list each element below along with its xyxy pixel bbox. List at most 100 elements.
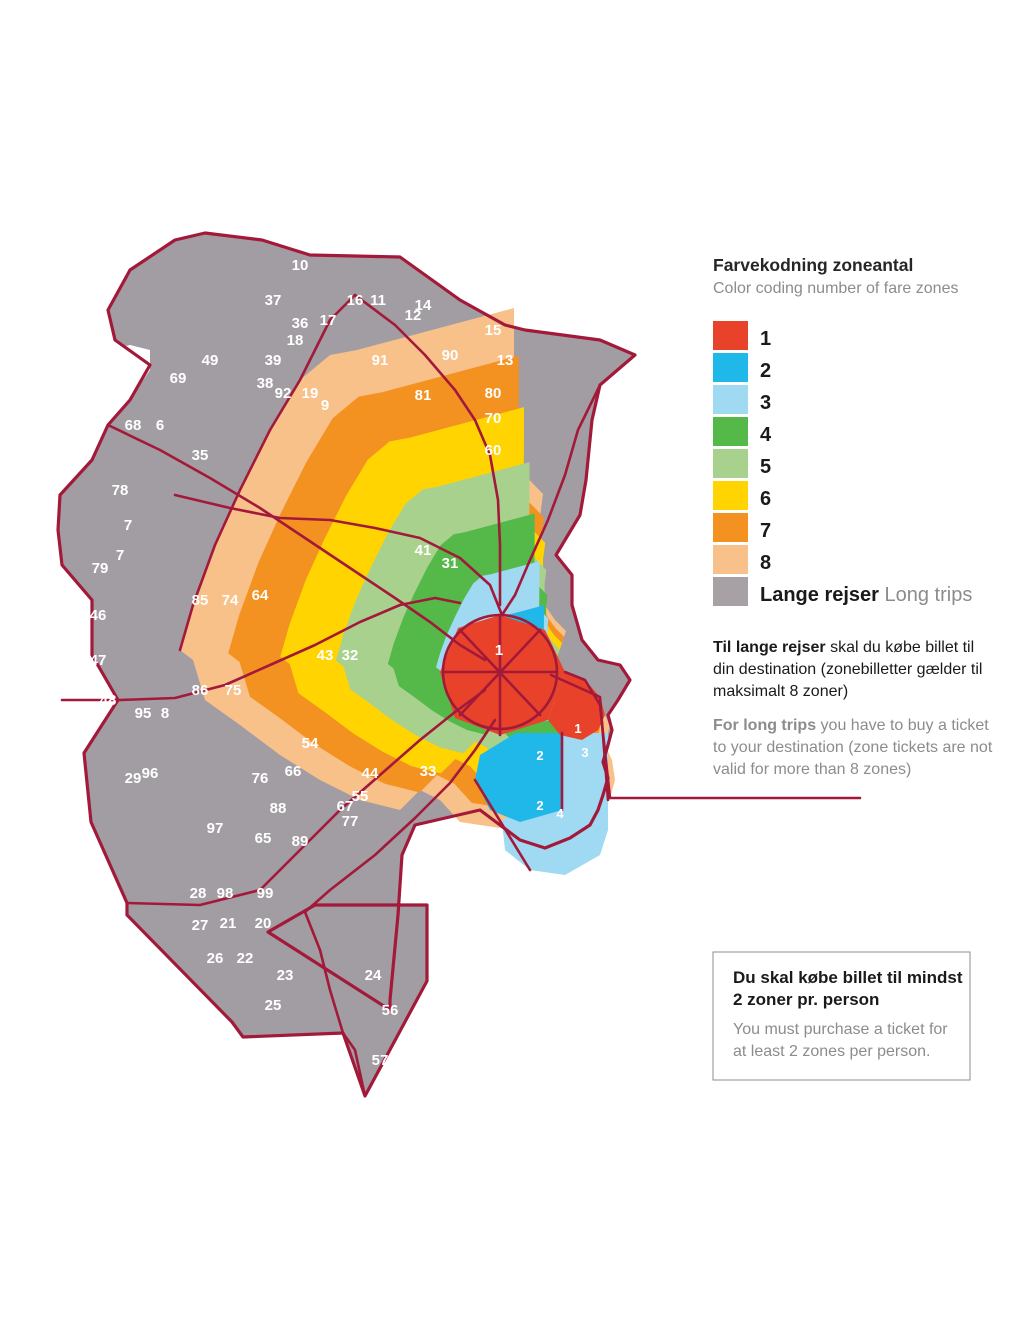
svg-text:44: 44 — [362, 765, 379, 782]
svg-text:din destination (zonebilletter: din destination (zonebilletter gælder ti… — [713, 661, 982, 678]
svg-text:3: 3 — [760, 392, 771, 414]
svg-text:29: 29 — [125, 770, 142, 787]
svg-text:5: 5 — [496, 295, 504, 312]
svg-text:54: 54 — [302, 735, 319, 752]
svg-text:27: 27 — [192, 917, 209, 934]
svg-text:4: 4 — [760, 424, 772, 446]
svg-text:7: 7 — [116, 547, 124, 564]
svg-text:10: 10 — [292, 257, 309, 274]
svg-text:30: 30 — [627, 537, 644, 554]
svg-text:97: 97 — [207, 820, 224, 837]
svg-text:24: 24 — [365, 967, 382, 984]
svg-text:80: 80 — [485, 385, 502, 402]
svg-text:74: 74 — [222, 592, 239, 609]
svg-text:38: 38 — [257, 375, 274, 392]
svg-text:2 zoner pr. person: 2 zoner pr. person — [733, 990, 879, 1009]
svg-text:41: 41 — [415, 542, 432, 559]
svg-text:95: 95 — [135, 705, 152, 722]
svg-text:16: 16 — [347, 292, 364, 309]
svg-text:60: 60 — [485, 442, 502, 459]
svg-text:For long trips you have to buy: For long trips you have to buy a ticket — [713, 717, 989, 734]
svg-text:1: 1 — [574, 721, 581, 736]
svg-text:85: 85 — [192, 592, 209, 609]
svg-text:21: 21 — [220, 915, 237, 932]
svg-text:19: 19 — [302, 385, 319, 402]
svg-text:81: 81 — [415, 387, 432, 404]
svg-text:17: 17 — [320, 312, 337, 329]
svg-text:36: 36 — [292, 315, 309, 332]
svg-text:Color coding number of fare zo: Color coding number of fare zones — [713, 280, 958, 297]
svg-text:3: 3 — [581, 745, 588, 760]
svg-text:18: 18 — [287, 332, 304, 349]
svg-text:99: 99 — [257, 885, 274, 902]
svg-text:39: 39 — [265, 352, 282, 369]
svg-text:37: 37 — [265, 292, 282, 309]
svg-text:56: 56 — [382, 1002, 399, 1019]
svg-text:12: 12 — [405, 307, 422, 324]
svg-text:6: 6 — [156, 417, 164, 434]
svg-text:92: 92 — [275, 385, 292, 402]
svg-text:at least 2 zones per person.: at least 2 zones per person. — [733, 1043, 930, 1060]
svg-text:Lange rejser Long trips: Lange rejser Long trips — [760, 584, 972, 606]
svg-text:20: 20 — [255, 915, 272, 932]
svg-text:50: 50 — [627, 464, 644, 481]
svg-text:91: 91 — [372, 352, 389, 369]
svg-text:43: 43 — [317, 647, 334, 664]
svg-text:78: 78 — [112, 482, 129, 499]
svg-text:15: 15 — [485, 322, 502, 339]
svg-text:valid for more than 8 zones): valid for more than 8 zones) — [713, 761, 911, 778]
svg-text:90: 90 — [442, 347, 459, 364]
svg-text:96: 96 — [142, 765, 159, 782]
svg-text:23: 23 — [277, 967, 294, 984]
svg-text:Til lange rejser skal du købe: Til lange rejser skal du købe billet til — [713, 639, 974, 656]
svg-text:5: 5 — [760, 456, 771, 478]
svg-text:13: 13 — [497, 352, 514, 369]
svg-text:33: 33 — [420, 763, 437, 780]
svg-text:7: 7 — [124, 517, 132, 534]
svg-text:2: 2 — [536, 748, 543, 763]
svg-text:31: 31 — [442, 555, 459, 572]
svg-text:69: 69 — [170, 370, 187, 387]
svg-text:maksimalt 8 zoner): maksimalt 8 zoner) — [713, 683, 848, 700]
svg-text:8: 8 — [760, 552, 771, 574]
svg-text:65: 65 — [255, 830, 272, 847]
svg-text:Farvekodning zoneantal: Farvekodning zoneantal — [713, 255, 913, 275]
svg-text:55: 55 — [352, 788, 369, 805]
svg-text:11: 11 — [370, 292, 386, 309]
svg-text:49: 49 — [202, 352, 219, 369]
svg-text:47: 47 — [90, 652, 107, 669]
svg-text:68: 68 — [125, 417, 142, 434]
svg-text:to your destination (zone tick: to your destination (zone tickets are no… — [713, 739, 993, 756]
svg-text:66: 66 — [285, 763, 302, 780]
svg-text:57: 57 — [372, 1052, 389, 1069]
svg-text:46: 46 — [90, 607, 107, 624]
svg-text:76: 76 — [252, 770, 269, 787]
svg-text:98: 98 — [217, 885, 234, 902]
svg-text:32: 32 — [342, 647, 359, 664]
svg-text:89: 89 — [292, 833, 309, 850]
svg-text:86: 86 — [192, 682, 209, 699]
svg-text:26: 26 — [207, 950, 224, 967]
svg-text:79: 79 — [92, 560, 109, 577]
svg-text:4: 4 — [556, 806, 564, 821]
svg-text:75: 75 — [225, 682, 242, 699]
svg-text:64: 64 — [252, 587, 269, 604]
svg-text:You must purchase a ticket for: You must purchase a ticket for — [733, 1021, 948, 1038]
svg-text:1: 1 — [495, 642, 503, 659]
svg-text:22: 22 — [237, 950, 254, 967]
svg-text:28: 28 — [190, 885, 207, 902]
svg-text:67: 67 — [337, 798, 354, 815]
svg-text:6: 6 — [760, 488, 771, 510]
svg-text:48: 48 — [100, 692, 117, 709]
svg-text:70: 70 — [485, 410, 502, 427]
svg-text:2: 2 — [760, 360, 771, 382]
svg-text:9: 9 — [321, 397, 329, 414]
svg-text:2: 2 — [536, 798, 543, 813]
svg-text:7: 7 — [760, 520, 771, 542]
svg-text:77: 77 — [342, 813, 359, 830]
svg-text:1: 1 — [760, 328, 771, 350]
svg-text:88: 88 — [270, 800, 287, 817]
svg-text:25: 25 — [265, 997, 282, 1014]
svg-text:8: 8 — [161, 705, 169, 722]
svg-text:35: 35 — [192, 447, 209, 464]
